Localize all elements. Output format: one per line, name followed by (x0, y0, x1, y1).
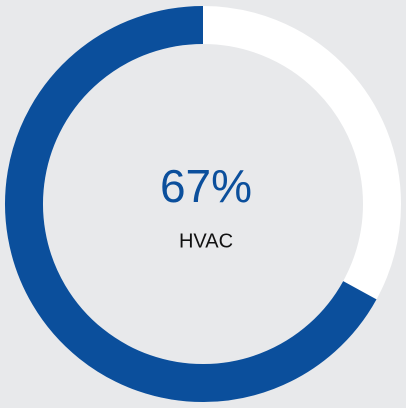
ring-group (5, 6, 401, 402)
category-label: HVAC (179, 230, 233, 252)
ring-value (5, 6, 377, 402)
value-label: 67% (160, 160, 252, 212)
